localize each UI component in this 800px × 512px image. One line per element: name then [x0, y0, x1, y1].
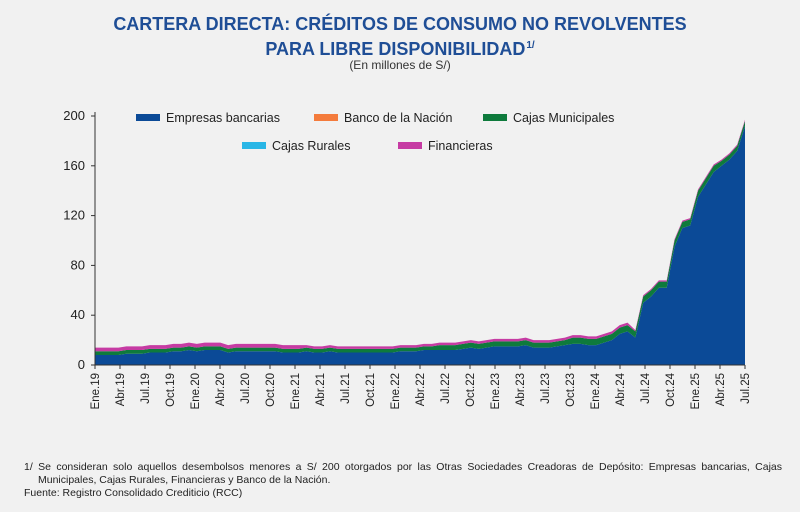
x-tick-label-19: Oct.23	[565, 373, 577, 407]
x-tick-label-7: Oct.20	[265, 373, 277, 407]
legend-swatch-0	[136, 114, 160, 121]
x-tick-label-26: Jul.25	[740, 373, 752, 404]
area-chart: 0 40 80 120 160 200 Ene.19 Abr.19 Jul.19 Oct.19 En…	[63, 108, 752, 409]
x-tick-label-25: Abr.25	[715, 373, 727, 406]
legend-label-4: Financieras	[428, 139, 493, 153]
y-tick-label-2: 80	[71, 257, 85, 272]
legend-swatch-1	[314, 114, 338, 121]
chart-subtitle: (En millones de S/)	[349, 58, 451, 72]
title-footnote-mark: 1/	[526, 40, 535, 51]
y-tick-label-1: 40	[71, 307, 85, 322]
y-tick-label-0: 0	[78, 357, 85, 372]
legend-swatch-3	[242, 142, 266, 149]
x-tick-label-15: Oct.22	[465, 373, 477, 407]
x-tick-label-3: Oct.19	[165, 373, 177, 407]
x-tick-label-13: Abr.22	[415, 373, 427, 406]
x-tick-label-17: Abr.23	[515, 373, 527, 406]
source-note: Fuente: Registro Consolidado Crediticio …	[24, 487, 243, 499]
x-tick-label-18: Jul.23	[540, 373, 552, 404]
chart-title-line2-text: PARA LIBRE DISPONIBILIDAD	[265, 39, 526, 59]
chart-title-line2: PARA LIBRE DISPONIBILIDAD1/	[0, 35, 800, 60]
x-tick-label-4: Ene.20	[190, 373, 202, 409]
x-tick-label-9: Abr.21	[315, 373, 327, 406]
chart-title-line1: CARTERA DIRECTA: CRÉDITOS DE CONSUMO NO …	[113, 14, 687, 34]
x-tick-label-12: Ene.22	[390, 373, 402, 409]
x-tick-label-0: Ene.19	[90, 373, 102, 409]
legend-label-2: Cajas Municipales	[513, 111, 614, 125]
legend-label-3: Cajas Rurales	[272, 139, 351, 153]
x-tick-label-23: Oct.24	[665, 372, 677, 406]
x-tick-label-22: Jul.24	[640, 372, 652, 403]
legend-label-0: Empresas bancarias	[166, 111, 280, 125]
x-tick-label-20: Ene.24	[590, 372, 602, 409]
y-tick-label-4: 160	[63, 158, 85, 173]
y-tick-label-5: 200	[63, 108, 85, 123]
x-tick-label-6: Jul.20	[240, 373, 252, 404]
x-tick-label-11: Oct.21	[365, 373, 377, 407]
series-area-0	[95, 125, 745, 366]
legend-label-1: Banco de la Nación	[344, 111, 452, 125]
footnote-1: 1/ Se consideran solo aquellos desembols…	[24, 461, 782, 486]
footnotes: 1/ Se consideran solo aquellos desembols…	[24, 461, 782, 500]
x-tick-label-24: Ene.25	[690, 373, 702, 409]
x-tick-label-14: Jul.22	[440, 373, 452, 404]
legend-swatch-4	[398, 142, 422, 149]
x-tick-label-2: Jul.19	[140, 373, 152, 404]
x-tick-label-8: Ene.21	[290, 373, 302, 409]
x-tick-label-1: Abr.19	[115, 373, 127, 406]
legend-swatch-2	[483, 114, 507, 121]
x-tick-label-5: Abr.20	[215, 373, 227, 406]
x-tick-label-16: Ene.23	[490, 373, 502, 409]
y-tick-label-3: 120	[63, 208, 85, 223]
x-tick-label-21: Abr.24	[615, 372, 627, 406]
x-tick-label-10: Jul.21	[340, 373, 352, 404]
